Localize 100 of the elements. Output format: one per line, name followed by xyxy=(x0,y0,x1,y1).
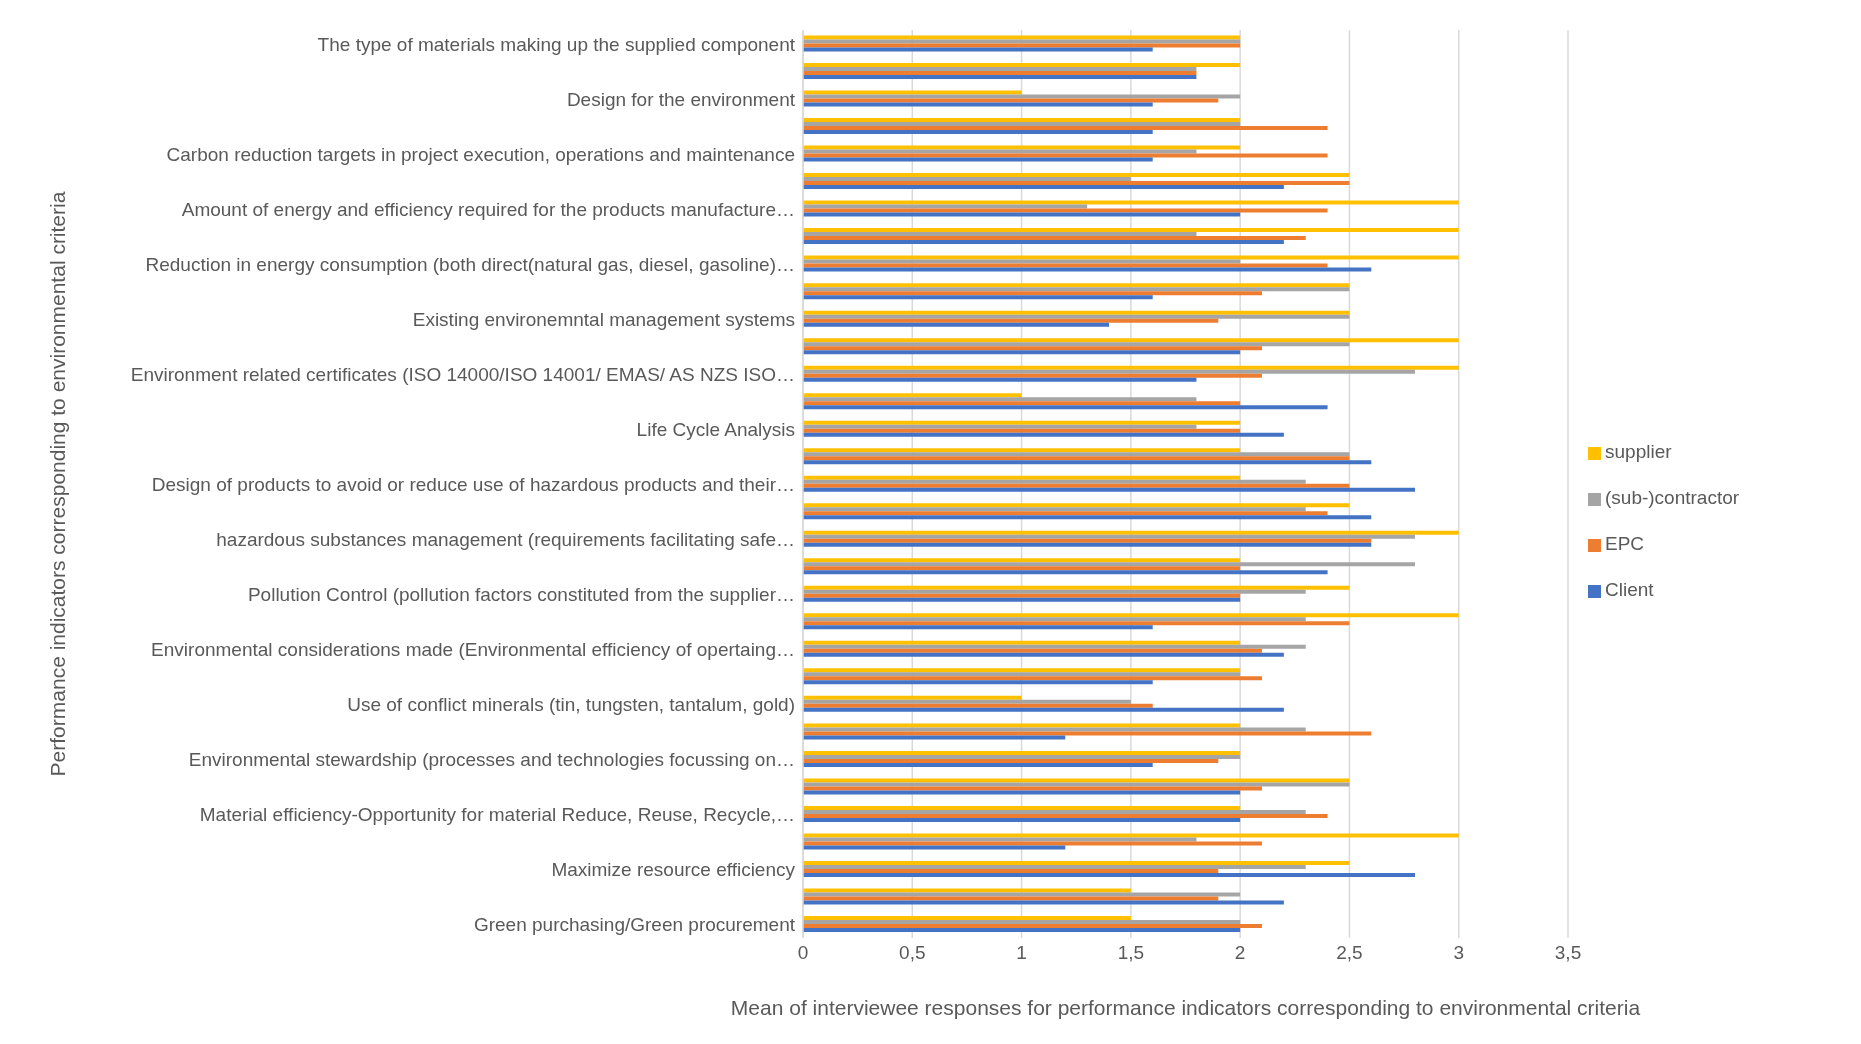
bar xyxy=(803,860,1350,865)
bar xyxy=(803,648,1262,653)
legend-label: EPC xyxy=(1605,532,1645,554)
y-tick-label: Reduction in energy consumption (both direct(natural gas, diesel, gasoline)… xyxy=(145,253,795,275)
bar xyxy=(803,365,1459,370)
bar xyxy=(803,295,1153,300)
bar xyxy=(803,448,1241,453)
bar xyxy=(803,900,1284,905)
y-tick-label: Carbon reduction targets in project execution, operations and maintenance xyxy=(166,143,795,165)
bar xyxy=(803,652,1284,657)
bar xyxy=(803,735,1066,740)
bar xyxy=(803,405,1328,410)
bar xyxy=(803,287,1350,292)
legend-label: (sub-)contractor xyxy=(1605,486,1740,508)
x-tick-label: 3,5 xyxy=(1554,942,1582,964)
bar xyxy=(803,530,1459,535)
bar xyxy=(803,452,1350,457)
bar xyxy=(803,204,1088,209)
y-tick-label: Amount of energy and efficiency required for the products manufacture… xyxy=(181,198,795,220)
legend-label: Client xyxy=(1605,578,1654,600)
y-tick-label: Environment related certificates (ISO 14000/ISO 14001/ EMAS/ AS NZS ISO… xyxy=(130,363,795,385)
bar xyxy=(803,310,1350,315)
y-tick-label: Design of products to avoid or reduce use of hazardous products and their… xyxy=(151,473,795,495)
bar xyxy=(803,185,1284,190)
bar xyxy=(803,342,1350,347)
bar xyxy=(803,475,1241,480)
bar xyxy=(803,868,1219,873)
bar xyxy=(803,758,1219,763)
bar xyxy=(803,63,1241,68)
bar xyxy=(803,707,1284,712)
bar xyxy=(803,786,1262,791)
y-tick-label: Maximize resource efficiency xyxy=(551,858,796,880)
bar xyxy=(803,888,1131,893)
bar xyxy=(803,291,1262,296)
bar xyxy=(803,102,1153,107)
bar xyxy=(803,566,1241,571)
bar xyxy=(803,593,1241,598)
bar xyxy=(803,479,1306,484)
bar xyxy=(803,181,1350,186)
bar xyxy=(803,872,1415,877)
bar xyxy=(803,790,1241,795)
bar xyxy=(803,153,1328,158)
bar xyxy=(803,668,1241,673)
bar xyxy=(803,927,1241,932)
bar xyxy=(803,562,1415,567)
bar xyxy=(803,263,1328,268)
bar xyxy=(803,923,1262,928)
bar xyxy=(803,432,1284,437)
bar xyxy=(803,130,1153,135)
bar xyxy=(803,845,1066,850)
bar xyxy=(803,896,1219,901)
bar xyxy=(803,338,1459,343)
bar xyxy=(803,640,1241,645)
bar xyxy=(803,71,1197,76)
bar xyxy=(803,240,1284,245)
bar xyxy=(803,255,1459,260)
bar xyxy=(803,695,1022,700)
bar xyxy=(803,212,1241,217)
x-axis-title: Mean of interviewee responses for performance indicators corresponding to environmental criteria xyxy=(730,996,1641,1019)
bar xyxy=(803,809,1306,814)
bar xyxy=(803,35,1241,40)
bar xyxy=(803,177,1131,182)
bar xyxy=(803,503,1350,508)
y-tick-label: Environmental stewardship (processes and technologies focussing on… xyxy=(188,748,795,770)
bar xyxy=(803,350,1241,355)
bar xyxy=(803,126,1328,131)
bar xyxy=(803,617,1306,622)
legend-label: supplier xyxy=(1605,440,1672,462)
bar xyxy=(803,727,1306,732)
bar xyxy=(803,782,1350,787)
y-tick-label: Existing environemntal management systems xyxy=(412,308,795,330)
bar xyxy=(803,680,1153,685)
x-tick-label: 2 xyxy=(1234,942,1246,964)
bar xyxy=(803,570,1328,575)
bar xyxy=(803,483,1350,488)
bar xyxy=(803,487,1415,492)
y-tick-label: Design for the environment xyxy=(566,88,796,110)
bar xyxy=(803,460,1372,465)
y-tick-label: Green purchasing/Green procurement xyxy=(473,913,796,935)
bar xyxy=(803,145,1241,150)
bar xyxy=(803,841,1262,846)
bar xyxy=(803,283,1350,288)
x-tick-label: 2,5 xyxy=(1336,942,1363,964)
bar xyxy=(803,420,1241,425)
bar xyxy=(803,589,1306,594)
bar xyxy=(803,919,1241,924)
bar xyxy=(803,703,1153,708)
y-tick-label: The type of materials making up the supplied component xyxy=(317,33,796,55)
y-tick-label: hazardous substances management (requirements facilitating safe… xyxy=(216,528,795,550)
bar xyxy=(803,47,1153,52)
bar xyxy=(803,369,1415,374)
bar xyxy=(803,39,1241,44)
bar xyxy=(803,118,1241,123)
bar xyxy=(803,837,1197,842)
bar xyxy=(803,723,1241,728)
bar xyxy=(803,672,1241,677)
bar xyxy=(803,613,1459,618)
bar xyxy=(803,731,1372,736)
y-tick-label: Life Cycle Analysis xyxy=(636,418,795,440)
bar xyxy=(803,173,1350,178)
